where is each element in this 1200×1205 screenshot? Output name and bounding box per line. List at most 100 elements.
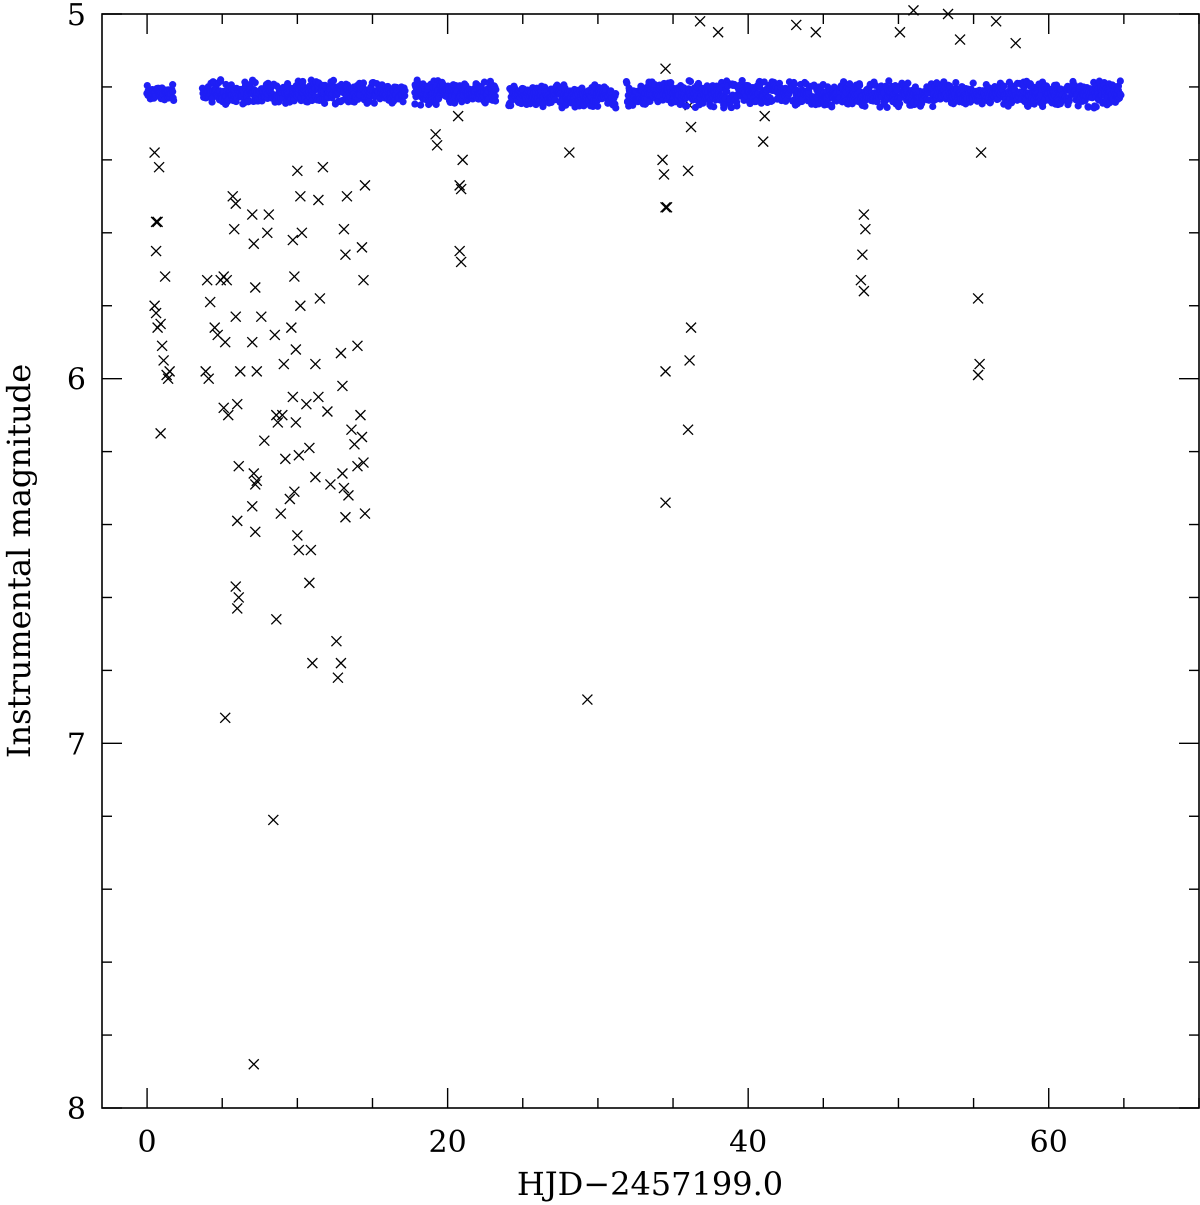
x-tick-label: 20 [429,1125,467,1160]
data-point-dot [169,88,177,96]
data-point-cross [759,110,771,122]
data-point-cross [276,409,288,421]
data-point-cross [581,694,593,706]
data-point-dot [1065,97,1073,105]
data-point-cross [856,249,868,261]
data-point-cross [249,526,261,538]
data-point-dot [622,77,631,86]
data-point-cross [249,478,261,490]
data-point-cross [563,147,575,159]
data-point-cross [682,165,694,177]
data-point-dot [1092,103,1100,111]
data-point-dot [329,76,338,85]
data-point-dot [952,78,960,87]
data-point-cross [150,307,162,319]
outlier-series [149,4,1022,1070]
data-point-cross [339,249,351,261]
data-point-cross [657,154,668,166]
tick-labels: 0 20 40 60 5 6 7 8 [67,0,1068,1160]
data-point-dot [417,101,425,109]
data-point-dot [370,99,378,107]
data-point-cross [431,139,443,151]
data-point-cross [345,424,357,436]
x-tick-label: 40 [729,1125,767,1160]
data-point-cross [305,544,317,556]
data-point-cross [293,544,305,556]
data-point-dot [978,100,986,108]
data-point-cross [790,19,802,31]
y-tick-label: 8 [67,1092,86,1127]
data-point-cross [303,577,315,589]
data-point-cross [457,154,469,166]
data-point-cross [341,190,353,202]
data-point-dot [359,79,368,87]
data-point-cross [309,471,321,483]
data-point-cross [290,416,302,428]
data-point-cross [972,369,984,381]
data-point-cross [661,201,673,213]
data-point-cross [455,256,467,268]
data-point-cross [954,34,966,45]
data-point-cross [352,340,363,352]
data-point-cross [942,8,954,20]
data-point-cross [757,136,769,148]
data-point-cross [321,406,333,417]
data-point-cross [231,398,243,410]
data-point-cross [230,198,242,210]
data-point-cross [222,409,234,421]
data-point-dot [738,77,746,85]
data-point-cross [246,500,258,512]
data-point-cross [682,424,694,436]
data-point-cross [303,442,315,454]
y-tick-label: 5 [67,0,86,33]
data-point-cross [454,245,466,257]
data-point-cross [209,322,221,334]
data-point-cross [975,147,987,159]
data-point-dot [480,78,489,86]
data-point-cross [894,26,906,38]
data-point-cross [430,128,442,140]
data-point-cross [230,581,242,592]
data-point-cross [324,478,336,490]
data-point-dot [929,102,937,111]
data-point-cross [251,365,263,377]
data-point-cross [149,300,161,312]
data-point-cross [338,482,350,494]
data-point-dot [411,100,419,108]
axis-ticks [102,13,1200,1109]
data-point-cross [149,147,161,159]
data-point-cross [660,63,671,75]
data-point-cross [219,712,231,724]
data-point-cross [336,380,348,392]
data-point-cross [230,311,242,323]
data-point-cross [694,15,706,27]
data-point-dot [883,103,891,112]
x-tick-label: 0 [138,1125,157,1160]
data-point-cross [203,373,215,385]
data-point-dot [710,103,718,111]
data-point-cross [858,285,870,297]
data-point-cross [312,194,324,206]
data-point-dot [828,103,836,111]
data-point-cross [153,161,165,173]
data-point-cross [272,416,284,428]
data-point-dot [169,81,177,89]
data-point-cross [359,179,371,191]
data-point-dot [861,102,869,110]
data-point-dot [399,98,407,106]
data-point-cross [855,274,867,286]
data-point-cross [258,435,270,447]
data-point-dot [1117,91,1125,99]
data-point-cross [200,365,212,377]
data-point-dot [492,85,500,94]
data-point-dot [1000,82,1008,90]
data-point-dot [491,97,500,105]
data-point-cross [356,431,368,443]
data-point-cross [294,190,306,202]
data-point-cross [342,489,354,501]
data-point-dot [686,77,695,86]
data-point-dot [885,77,893,85]
data-point-cross [249,282,261,293]
data-point-cross [270,613,282,625]
data-point-dot [216,77,225,85]
